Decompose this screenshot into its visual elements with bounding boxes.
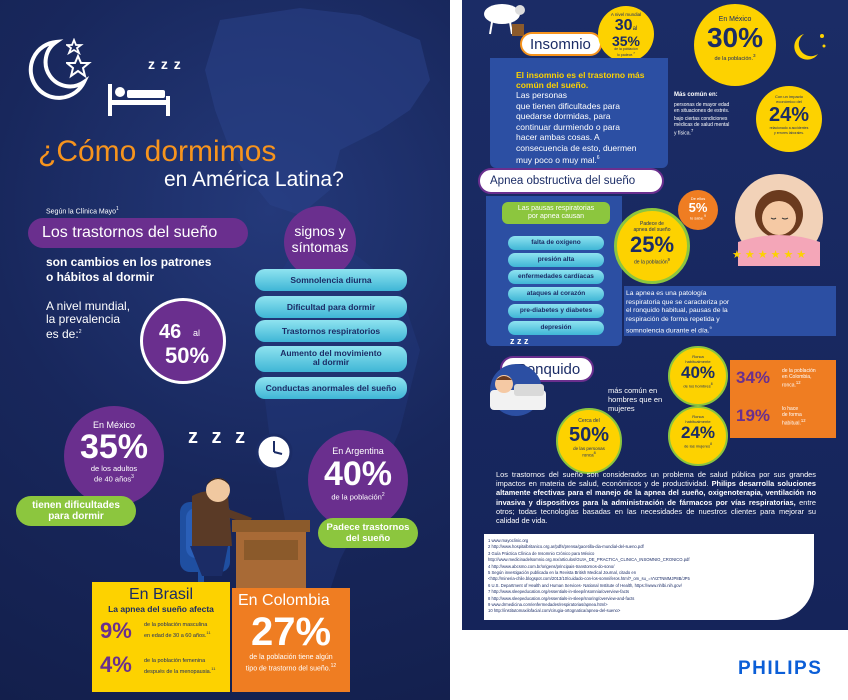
- footnote-9: 9 www.drmedicina.com/enfermedades/respir…: [488, 602, 608, 608]
- sign-item: Aumento del movimiento al dormir: [255, 346, 407, 372]
- apnea-effect-item: pre-diabetes y diabetes: [508, 304, 604, 318]
- insomnio-body: Las personas que tienen dificultades par…: [516, 90, 637, 165]
- ronquido-near-circle: Cerca del 50% de las personas ronca8: [556, 408, 622, 474]
- stars-row: ★★★★★★: [732, 249, 810, 261]
- footnote-3: 3 Guía Práctica Clínica de Insomnio Crón…: [488, 550, 595, 556]
- right-content-area: Insomnio A nivel mundial 30al 35% de la …: [462, 0, 848, 630]
- philips-logo[interactable]: PHILIPS: [738, 658, 823, 679]
- sleep-disorders-label: Los trastornos del sueño: [28, 218, 248, 248]
- apnea-suffer-circle: Padece de apnea del sueño 25% de la pobl…: [614, 208, 690, 284]
- bed-icon: [108, 84, 170, 116]
- sign-item: Dificultad para dormir: [255, 296, 407, 318]
- apnea-desc-box: [624, 286, 836, 336]
- common-title: Más común en:: [674, 92, 718, 98]
- apnea-effect-item: enfermedades cardíacas: [508, 270, 604, 284]
- blue-swoosh: [462, 560, 848, 650]
- footnote-1: 1 www.mayoclinic.org: [488, 538, 529, 543]
- ronquido-colombia-box: 34% de la población en Colombia, ronca.1…: [730, 360, 836, 438]
- argentina-tag: Padece trastornos del sueño: [318, 518, 418, 548]
- footnote-8: 8 http://www.sleepeducation.org/essentia…: [488, 595, 635, 601]
- causes-text: son cambios en los patrones o hábitos al…: [46, 255, 212, 284]
- footnote-7: 7 http://www.sleepeducation.org/essentia…: [488, 589, 630, 595]
- apnea-pauses-label: Las pausas respiratorias por apnea causa…: [502, 202, 610, 224]
- colombia-snore-value: 34%: [736, 368, 771, 387]
- signs-symptoms-title: signos y síntomas: [284, 206, 356, 278]
- footnote-6: 6 U.S. Department of Health and Human Se…: [488, 582, 682, 588]
- footnote-5-url: <http://mineria-chile.blogspot.com/2013/…: [488, 576, 690, 582]
- source-note: Según la Clínica Mayo1: [46, 206, 119, 216]
- insomnio-title: Insomnio: [520, 32, 602, 56]
- mexico-circle: En México 35% de los adultos de 40 años3: [64, 406, 164, 506]
- apnea-effect-item: falta de oxígeno: [508, 236, 604, 250]
- clock-icon: [255, 433, 293, 471]
- colombia-habitual-desc: lo hace de forma habitual.12: [782, 406, 806, 427]
- footnote-4: 4 http://www.abcsmo.com.br/origens/princ…: [488, 563, 615, 569]
- page-subtitle: en América Latina?: [164, 168, 344, 191]
- summary-paragraph: Los trastornos del sueño son considerado…: [496, 470, 816, 526]
- footnote-10: 10 http://institutomaxilofacial.com/ciru…: [488, 608, 621, 614]
- prevalence-circle: 46 al 50%: [140, 298, 226, 384]
- apnea-unaware-circle: De ellos 5% lo sabe.9: [678, 190, 718, 230]
- apnea-effect-item: presión alta: [508, 253, 604, 267]
- insomnio-world-circle: A nivel mundial 30al 35% de la población…: [598, 6, 654, 62]
- apnea-title: Apnea obstructiva del sueño: [478, 168, 664, 194]
- common-item: personas de mayor edad en situaciones de…: [674, 102, 730, 114]
- insomnio-lead: El insomnio es el trastorno más común de…: [516, 70, 645, 90]
- ronquido-women-circle: Ronca habitualmente 24% de las mujeres8: [668, 406, 728, 466]
- impact-circle: Con un impacto económico del 24% relacio…: [756, 86, 822, 152]
- infographic-right-panel: Insomnio A nivel mundial 30al 35% de la …: [462, 0, 848, 700]
- ronquido-men-circle: Ronca habitualmente 40% de los hombres8: [668, 346, 728, 406]
- footnote-2: 2 http://www.hospitalbritanico.org.ar/pd…: [488, 544, 644, 550]
- moon-stars-icon: [794, 34, 826, 60]
- colombia-snore-desc: de la población en Colombia, ronca.12: [782, 368, 816, 389]
- footnote-5: 5 Según investigación publicada en la Re…: [488, 570, 637, 576]
- zzz-text: z z z: [148, 56, 182, 72]
- footnotes-box: 1 www.mayoclinic.org 2 http://www.hospit…: [484, 534, 814, 620]
- common-item: bajo ciertas condiciones médicas de salu…: [674, 116, 730, 137]
- zzz-large-text: z z z: [188, 426, 250, 448]
- snoring-man-illustration: [490, 364, 546, 416]
- colombia-habitual-value: 19%: [736, 406, 771, 425]
- page-title: ¿Cómo dormimos: [38, 135, 277, 168]
- prevalence-text: A nivel mundial, la prevalencia es de:2: [46, 299, 131, 341]
- insomnio-mexico-circle: En México 30% de la población.3: [694, 4, 776, 86]
- moon-icon: [28, 39, 90, 100]
- mexico-tag: tienen dificultades para dormir: [16, 496, 136, 526]
- sign-item: Conductas anormales del sueño: [255, 377, 407, 399]
- sleeping-woman-illustration: [735, 174, 823, 266]
- sheep-icon: [484, 4, 525, 36]
- infographic-left-panel: z z z ¿Cómo dormimos en América Latina? …: [0, 0, 450, 700]
- ronquido-zzz: z z z: [510, 336, 529, 346]
- footnote-3-url: http://www.medicinadelsomnio.org.mx/arti…: [488, 557, 690, 563]
- stars-icon: [66, 38, 92, 79]
- sign-item: Trastornos respiratorios: [255, 320, 407, 342]
- sleeping-man-illustration: [180, 478, 310, 589]
- apnea-effect-item: depresión: [508, 321, 604, 335]
- apnea-description: La apnea es una patología respiratoria q…: [626, 290, 730, 335]
- insomnio-text-box: [490, 58, 668, 168]
- brasil-box: En Brasil La apnea del sueño afecta 9% d…: [92, 582, 230, 692]
- sign-item: Somnolencia diurna: [255, 269, 407, 291]
- colombia-box: En Colombia 27% de la población tiene al…: [232, 588, 350, 692]
- argentina-circle: En Argentina 40% de la población2: [308, 430, 408, 530]
- apnea-effect-item: ataques al corazón: [508, 287, 604, 301]
- ronquido-men-text: más común en hombres que en mujeres: [608, 386, 663, 413]
